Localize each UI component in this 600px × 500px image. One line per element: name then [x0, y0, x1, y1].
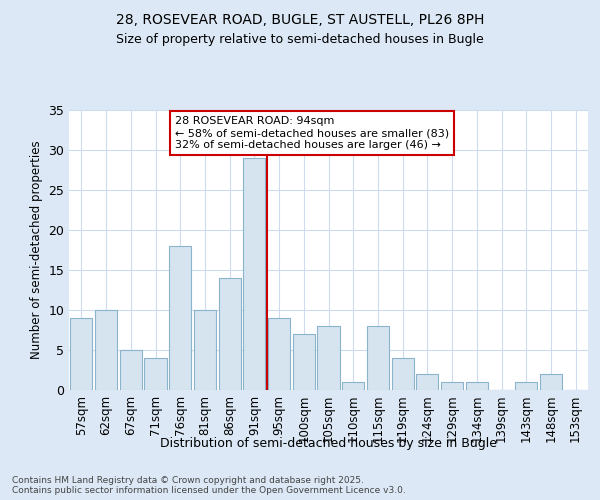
Text: Contains HM Land Registry data © Crown copyright and database right 2025.
Contai: Contains HM Land Registry data © Crown c…: [12, 476, 406, 495]
Bar: [70, 318, 92, 390]
Bar: [515, 382, 538, 390]
Text: Size of property relative to semi-detached houses in Bugle: Size of property relative to semi-detach…: [116, 32, 484, 46]
Bar: [293, 334, 315, 390]
Bar: [392, 358, 414, 390]
Bar: [466, 382, 488, 390]
Bar: [145, 358, 167, 390]
Bar: [119, 350, 142, 390]
Y-axis label: Number of semi-detached properties: Number of semi-detached properties: [30, 140, 43, 360]
Bar: [243, 158, 265, 390]
Text: 28, ROSEVEAR ROAD, BUGLE, ST AUSTELL, PL26 8PH: 28, ROSEVEAR ROAD, BUGLE, ST AUSTELL, PL…: [116, 12, 484, 26]
Bar: [218, 278, 241, 390]
Bar: [367, 326, 389, 390]
Bar: [268, 318, 290, 390]
Bar: [317, 326, 340, 390]
Text: Distribution of semi-detached houses by size in Bugle: Distribution of semi-detached houses by …: [160, 438, 497, 450]
Bar: [342, 382, 364, 390]
Bar: [194, 310, 216, 390]
Text: 28 ROSEVEAR ROAD: 94sqm
← 58% of semi-detached houses are smaller (83)
32% of se: 28 ROSEVEAR ROAD: 94sqm ← 58% of semi-de…: [175, 116, 449, 150]
Bar: [95, 310, 117, 390]
Bar: [441, 382, 463, 390]
Bar: [416, 374, 439, 390]
Bar: [540, 374, 562, 390]
Bar: [169, 246, 191, 390]
